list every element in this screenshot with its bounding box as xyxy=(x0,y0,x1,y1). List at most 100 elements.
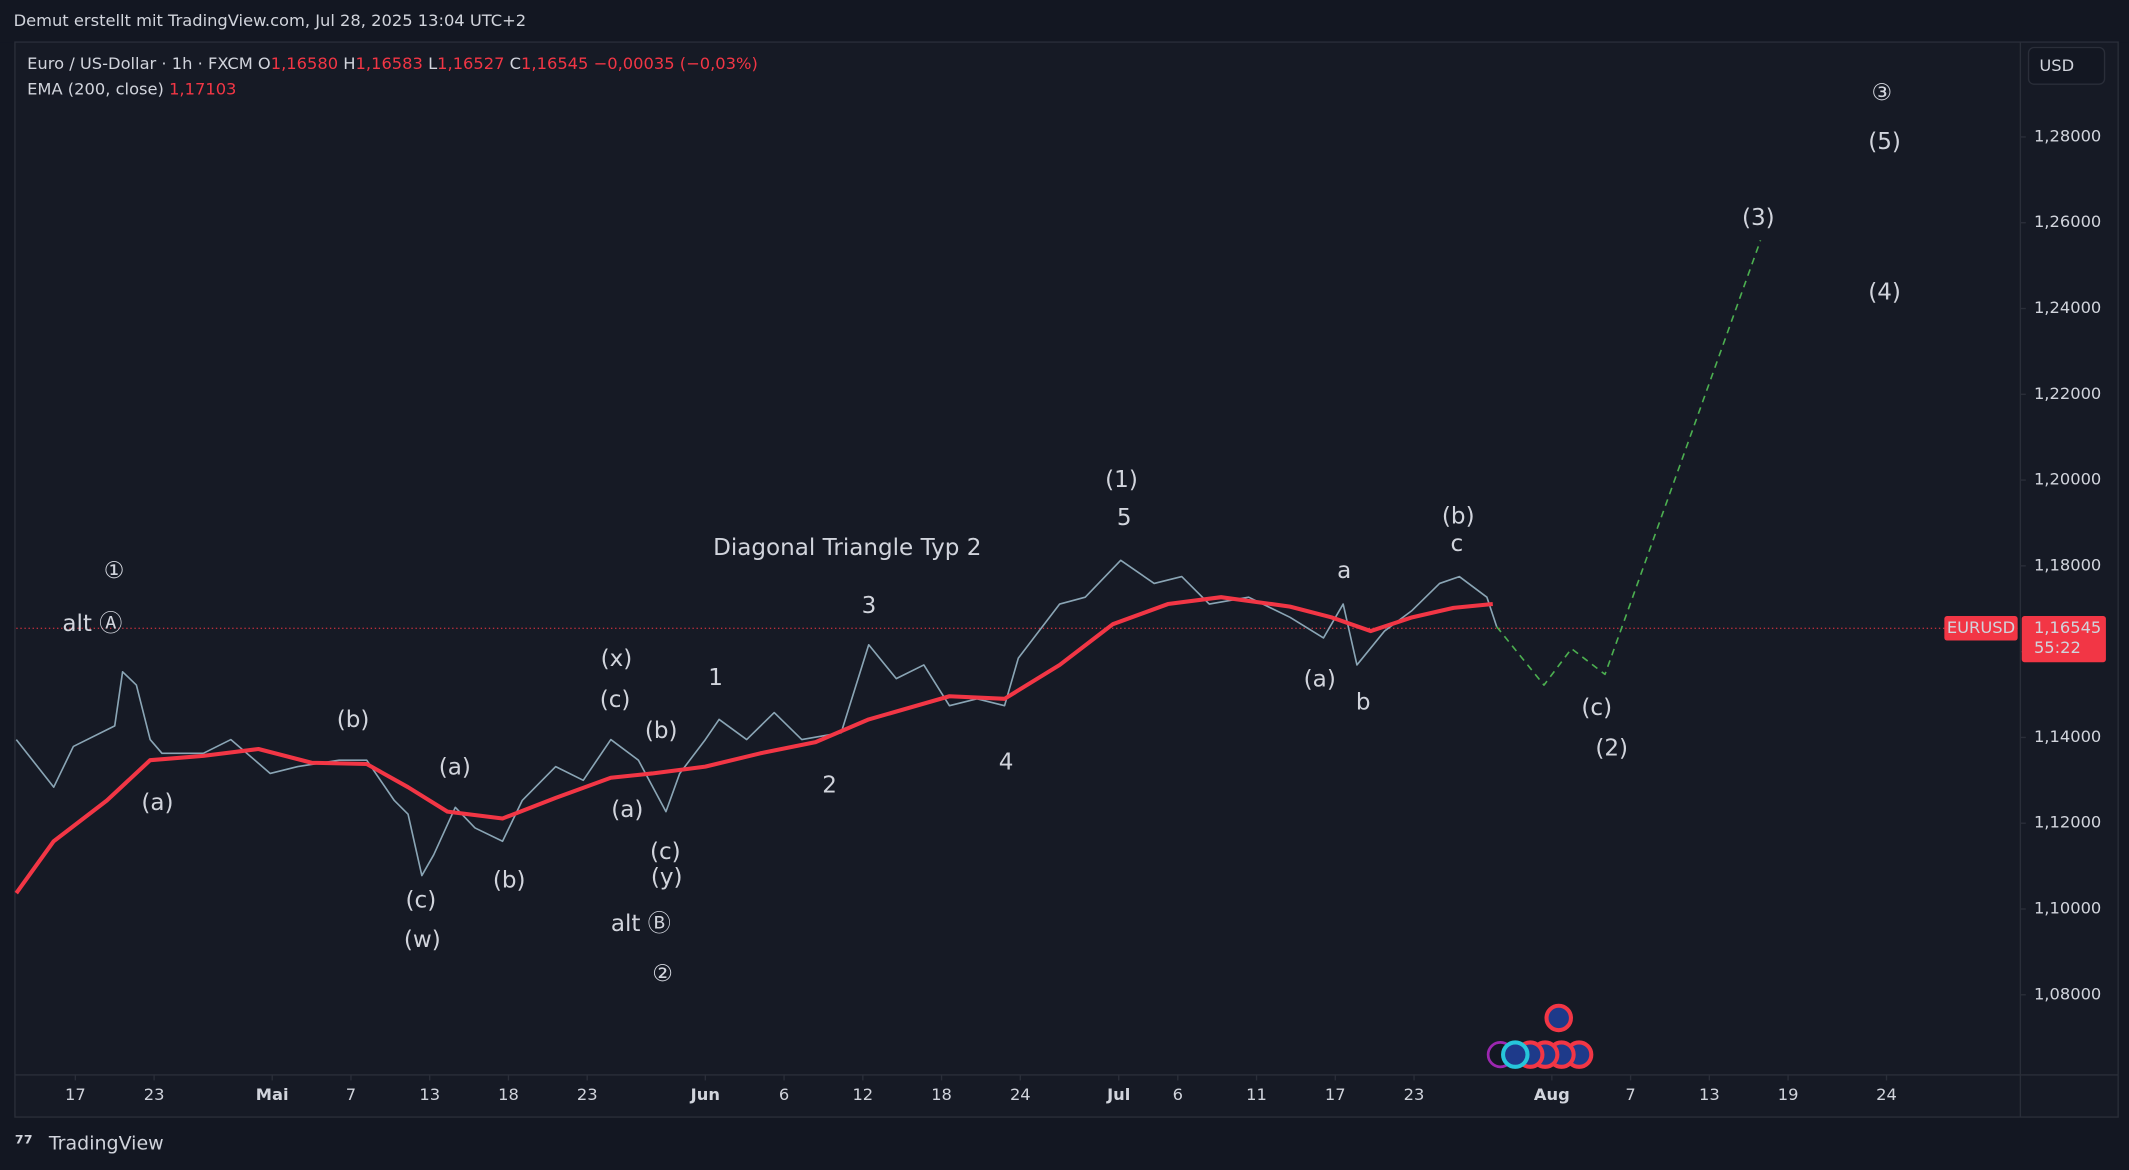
ohlc-value: 1,16580 xyxy=(271,53,338,72)
ohlc-label: O xyxy=(258,53,271,72)
wave-label: (a) xyxy=(611,797,643,823)
x-tick-label: 24 xyxy=(1010,1085,1031,1104)
x-tick-label: 12 xyxy=(852,1085,873,1104)
wave-label: alt Ⓐ xyxy=(62,611,122,637)
x-tick-label: 7 xyxy=(1625,1085,1635,1104)
x-tick-label: 18 xyxy=(498,1085,519,1104)
tag-symbol-bg xyxy=(1944,616,2018,641)
wave-label: (a) xyxy=(141,790,173,816)
price-change: −0,00035 (−0,03%) xyxy=(594,53,758,72)
wave-label: (2) xyxy=(1595,736,1628,762)
x-tick-label: 6 xyxy=(779,1085,789,1104)
wave-label: ① xyxy=(104,558,125,584)
y-tick-label: 1,26000 xyxy=(2034,212,2101,231)
wave-label: (y) xyxy=(651,865,683,891)
x-tick-label: Jun xyxy=(690,1085,720,1104)
indicator-value: 1,17103 xyxy=(169,79,236,98)
tag-price: 1,16545 xyxy=(2034,618,2101,637)
ohlc-value: 1,16545 xyxy=(521,53,588,72)
x-tick-label: Mai xyxy=(256,1085,289,1104)
wave-label: 2 xyxy=(822,772,837,798)
wave-label: (3) xyxy=(1742,205,1775,231)
tag-symbol: EURUSD xyxy=(1947,618,2015,637)
x-tick-label: 17 xyxy=(1325,1085,1346,1104)
x-tick-label: 19 xyxy=(1778,1085,1799,1104)
tag-countdown: 55:22 xyxy=(2034,638,2081,657)
wave-label: (a) xyxy=(1304,667,1336,693)
price-line xyxy=(15,559,1498,877)
x-tick-label: Jul xyxy=(1106,1085,1130,1104)
y-tick-label: 1,28000 xyxy=(2034,126,2101,145)
wave-label: 3 xyxy=(862,593,877,619)
wave-label: (1) xyxy=(1105,467,1138,493)
event-icons xyxy=(1486,1003,1594,1069)
wave-label: ② xyxy=(652,961,673,987)
wave-label: 4 xyxy=(999,749,1014,775)
y-tick-label: 1,24000 xyxy=(2034,298,2101,317)
wave-label: (b) xyxy=(1442,504,1475,530)
x-tick-label: 13 xyxy=(419,1085,440,1104)
x-tick-label: 23 xyxy=(577,1085,598,1104)
wave-label: ③ xyxy=(1872,80,1893,106)
event-icon[interactable] xyxy=(1544,1003,1573,1033)
x-tick-label: 24 xyxy=(1876,1085,1897,1104)
x-tick-label: 6 xyxy=(1173,1085,1183,1104)
indicator-name: EMA (200, close) xyxy=(27,79,164,98)
ohlc-label: H xyxy=(343,53,355,72)
header-text: Demut erstellt mit TradingView.com, Jul … xyxy=(14,11,527,30)
wave-label: (b) xyxy=(493,867,526,893)
x-tick-label: Aug xyxy=(1534,1085,1570,1104)
wave-label: (c) xyxy=(600,687,631,713)
y-tick-label: 1,18000 xyxy=(2034,555,2101,574)
wave-label: (c) xyxy=(650,839,681,865)
ohlc-label: C xyxy=(510,53,521,72)
x-tick-label: 18 xyxy=(931,1085,952,1104)
wave-label: 5 xyxy=(1117,505,1132,531)
x-tick-label: 7 xyxy=(346,1085,356,1104)
brand-logo: ⁷⁷ xyxy=(15,1131,33,1155)
wave-label: alt Ⓑ xyxy=(611,911,671,937)
currency-button[interactable] xyxy=(2027,46,2106,85)
x-tick-label: 11 xyxy=(1246,1085,1267,1104)
header-bar xyxy=(0,0,2129,43)
wave-label: b xyxy=(1356,690,1371,716)
wave-label: (x) xyxy=(601,646,633,672)
wave-label: Diagonal Triangle Typ 2 xyxy=(713,535,981,561)
x-tick-label: 17 xyxy=(65,1085,86,1104)
ohlc-value: 1,16583 xyxy=(356,53,423,72)
wave-label: (4) xyxy=(1868,280,1901,306)
legend-row: Euro / US-Dollar · 1h · FXCM O1,16580 H1… xyxy=(27,53,758,72)
ohlc-label: L xyxy=(428,53,437,72)
event-icon[interactable] xyxy=(1501,1040,1530,1069)
y-tick-label: 1,10000 xyxy=(2034,898,2101,917)
legend-row: EMA (200, close) 1,17103 xyxy=(27,79,236,98)
wave-label: (c) xyxy=(406,888,437,914)
wave-label: (c) xyxy=(1581,695,1612,721)
ohlc-value: 1,16527 xyxy=(437,53,504,72)
y-tick-label: 1,08000 xyxy=(2034,984,2101,1003)
wave-label: (5) xyxy=(1868,129,1901,155)
wave-label: 1 xyxy=(708,665,723,691)
wave-label: (b) xyxy=(645,718,678,744)
projection-line xyxy=(1496,240,1762,686)
wave-label: c xyxy=(1451,531,1464,557)
wave-label: (a) xyxy=(439,755,471,781)
y-tick-label: 1,14000 xyxy=(2034,727,2101,746)
chart-frame xyxy=(14,41,2119,1118)
tag-price-bg xyxy=(2021,616,2106,663)
y-tick-label: 1,20000 xyxy=(2034,470,2101,489)
symbol-name: Euro / US-Dollar · 1h · FXCM xyxy=(27,53,253,72)
wave-label: (b) xyxy=(337,707,370,733)
price-line xyxy=(14,595,1493,895)
currency-label: USD xyxy=(2039,56,2074,75)
wave-label: (w) xyxy=(404,927,441,953)
x-tick-label: 13 xyxy=(1699,1085,1720,1104)
wave-label: a xyxy=(1337,558,1351,584)
y-tick-label: 1,22000 xyxy=(2034,384,2101,403)
footer-brand: TradingView xyxy=(48,1133,164,1155)
x-tick-label: 23 xyxy=(144,1085,165,1104)
